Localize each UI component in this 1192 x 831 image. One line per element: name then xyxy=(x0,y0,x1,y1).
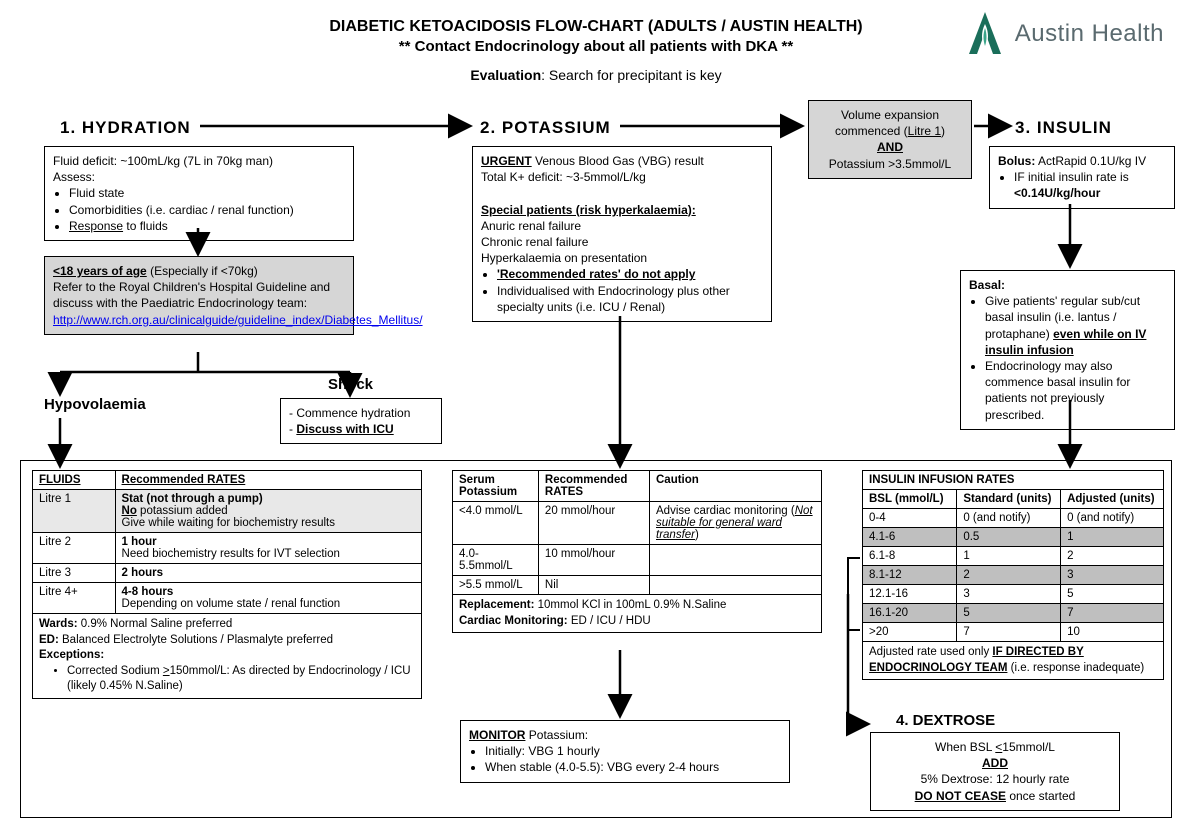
insulin-bolus-box: Bolus: ActRapid 0.1U/kg IV IF initial in… xyxy=(989,146,1175,209)
monitor-potassium-box: MONITOR Potassium: Initially: VBG 1 hour… xyxy=(460,720,790,783)
potassium-table: Serum Potassium Recommended RATES Cautio… xyxy=(452,470,822,633)
assess-item: Response to fluids xyxy=(69,218,345,234)
eval-text: : Search for precipitant is key xyxy=(541,67,722,83)
insulin-basal-box: Basal: Give patients' regular sub/cut ba… xyxy=(960,270,1175,430)
age-heading: <18 years of age xyxy=(53,264,147,278)
special-patients-head: Special patients (risk hyperkalaemia): xyxy=(481,203,696,217)
section-dextrose: 4. DEXTROSE xyxy=(896,712,995,729)
volume-expansion-box: Volume expansion commenced (Litre 1) AND… xyxy=(808,100,972,179)
fluid-deficit: Fluid deficit: ~100mL/kg (7L in 70kg man… xyxy=(53,154,273,168)
insulin-table: INSULIN INFUSION RATES BSL (mmol/L)Stand… xyxy=(862,470,1164,680)
paeds-text: Refer to the Royal Children's Hospital G… xyxy=(53,280,330,310)
potassium-box: URGENT Venous Blood Gas (VBG) result Tot… xyxy=(472,146,772,322)
section-potassium: 2. POTASSIUM xyxy=(480,118,611,138)
assess-item: Comorbidities (i.e. cardiac / renal func… xyxy=(69,202,345,218)
brand-name: Austin Health xyxy=(1015,20,1164,48)
assess-list: Fluid state Comorbidities (i.e. cardiac … xyxy=(69,185,345,234)
section-hydration: 1. HYDRATION xyxy=(60,118,191,138)
hypovolaemia-label: Hypovolaemia xyxy=(44,396,146,413)
evaluation-line: Evaluation: Search for precipitant is ke… xyxy=(0,67,1192,83)
fluids-table: FLUIDSRecommended RATES Litre 1 Stat (no… xyxy=(32,470,422,699)
hydration-assess-box: Fluid deficit: ~100mL/kg (7L in 70kg man… xyxy=(44,146,354,241)
assess-item: Fluid state xyxy=(69,185,345,201)
paediatric-referral-box: <18 years of age (Especially if <70kg) R… xyxy=(44,256,354,335)
brand-logo: Austin Health xyxy=(963,10,1164,58)
austin-logo-icon xyxy=(963,10,1007,58)
shock-l2: Discuss with ICU xyxy=(296,422,393,436)
shock-box: - Commence hydration - Discuss with ICU xyxy=(280,398,442,444)
dextrose-box: When BSL <15mmol/L ADD 5% Dextrose: 12 h… xyxy=(870,732,1120,811)
shock-label: Shock xyxy=(328,376,373,393)
section-insulin: 3. INSULIN xyxy=(1015,118,1112,138)
eval-label: Evaluation xyxy=(470,67,541,83)
rch-link[interactable]: http://www.rch.org.au/clinicalguide/guid… xyxy=(53,313,423,327)
assess-label: Assess: xyxy=(53,170,95,184)
shock-l1: - Commence hydration xyxy=(289,406,410,420)
